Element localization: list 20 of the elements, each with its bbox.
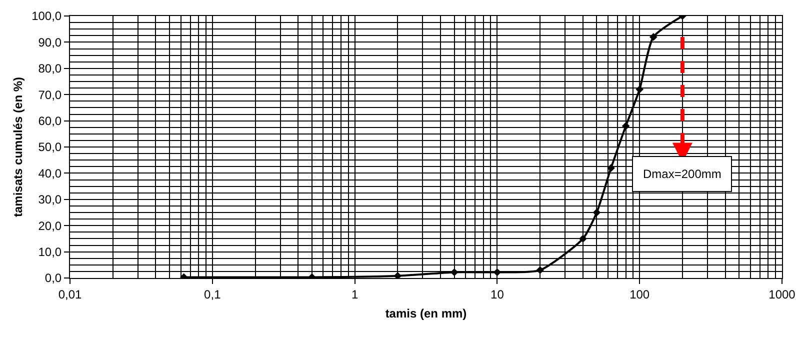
x-tick-label: 1000 <box>768 287 796 302</box>
y-tick-label: 10,0 <box>38 245 62 259</box>
y-axis-title: tamisats cumulés (en %) <box>10 76 25 218</box>
x-tick-label: 0,01 <box>58 287 82 302</box>
x-tick-label: 10 <box>490 287 504 302</box>
y-tick-label: 40,0 <box>38 166 62 180</box>
x-tick-label: 0,1 <box>204 287 222 302</box>
x-axis-title: tamis (en mm) <box>385 306 467 320</box>
y-tick-label: 70,0 <box>38 88 62 102</box>
y-tick-label: 20,0 <box>38 218 62 233</box>
y-tick-label: 90,0 <box>38 35 62 50</box>
x-tick-label: 1 <box>351 287 358 302</box>
y-tick-label: 50,0 <box>38 140 62 154</box>
y-tick-label: 30,0 <box>38 192 62 207</box>
y-tick-label: 60,0 <box>38 114 62 128</box>
annotation: Dmax=200mm <box>643 167 722 181</box>
x-tick-label: 100 <box>630 287 650 302</box>
y-tick-label: 80,0 <box>38 62 62 76</box>
y-tick-label: 100,0 <box>32 9 62 24</box>
y-tick-label: 0,0 <box>44 271 62 286</box>
